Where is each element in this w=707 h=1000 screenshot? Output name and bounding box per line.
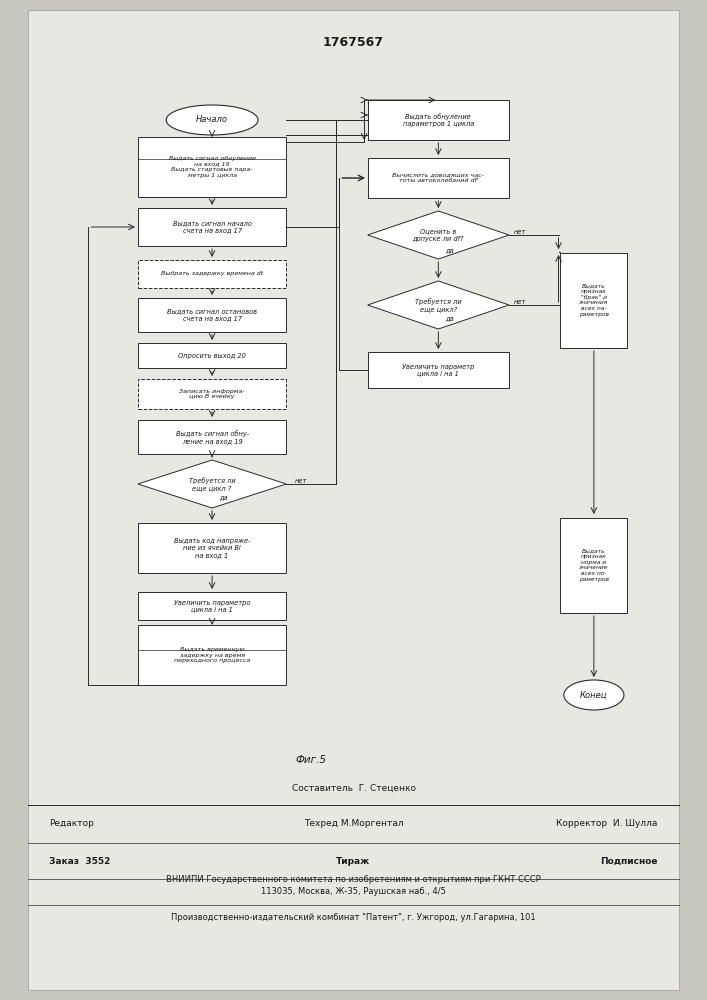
FancyBboxPatch shape bbox=[138, 137, 286, 197]
FancyBboxPatch shape bbox=[368, 100, 509, 140]
Text: да: да bbox=[219, 494, 228, 500]
Text: Фиг.5: Фиг.5 bbox=[296, 755, 327, 765]
FancyBboxPatch shape bbox=[138, 523, 286, 573]
FancyBboxPatch shape bbox=[368, 158, 509, 198]
Polygon shape bbox=[368, 281, 509, 329]
Text: да: да bbox=[445, 247, 454, 253]
Polygon shape bbox=[138, 460, 286, 508]
Text: Выдать обнуление
параметров 1 цикла: Выдать обнуление параметров 1 цикла bbox=[403, 113, 474, 127]
Text: Выдать временную
задержку на время
переходного процесса: Выдать временную задержку на время перех… bbox=[174, 647, 250, 663]
Text: Выдать
признак
"брак" и
значения
всех па-
раметров: Выдать признак "брак" и значения всех па… bbox=[579, 283, 609, 317]
FancyBboxPatch shape bbox=[368, 352, 509, 387]
Ellipse shape bbox=[564, 680, 624, 710]
Text: Записать информа-
цию В ячейку: Записать информа- цию В ячейку bbox=[180, 389, 245, 399]
Text: Опросить выход 20: Опросить выход 20 bbox=[178, 353, 246, 359]
Text: Производственно-издательский комбинат "Патент", г. Ужгород, ул.Гагарина, 101: Производственно-издательский комбинат "П… bbox=[171, 914, 536, 922]
Text: Требуется ли
еще цикл?: Требуется ли еще цикл? bbox=[415, 298, 462, 312]
Text: нет: нет bbox=[295, 478, 308, 484]
Text: Редактор: Редактор bbox=[49, 820, 94, 828]
Text: Выдать код напряже-
ние из ячейки Вi
на вход 1: Выдать код напряже- ние из ячейки Вi на … bbox=[174, 538, 250, 558]
Ellipse shape bbox=[166, 105, 258, 135]
Text: Вычислить доводящих час-
тоты автоколебаний dfᴵ: Вычислить доводящих час- тоты автоколеба… bbox=[392, 173, 484, 183]
Text: Выдать сигнал обнуление
на вход 19
Выдать стартовые пара-
метры 1 цикла: Выдать сигнал обнуление на вход 19 Выдат… bbox=[168, 156, 256, 178]
Text: Конец: Конец bbox=[580, 690, 607, 700]
Text: 113035, Москва, Ж-35, Раушская наб., 4/5: 113035, Москва, Ж-35, Раушская наб., 4/5 bbox=[261, 888, 446, 896]
Text: Требуется ли
еще цикл ?: Требуется ли еще цикл ? bbox=[189, 477, 235, 491]
Text: Выбрать задержку времена dt: Выбрать задержку времена dt bbox=[161, 271, 263, 276]
Text: Оценить в
допуске ли df?: Оценить в допуске ли df? bbox=[413, 229, 464, 241]
FancyBboxPatch shape bbox=[28, 10, 679, 990]
FancyBboxPatch shape bbox=[138, 625, 286, 685]
FancyBboxPatch shape bbox=[138, 379, 286, 409]
Text: Корректор  И. Шулла: Корректор И. Шулла bbox=[556, 820, 658, 828]
FancyBboxPatch shape bbox=[138, 260, 286, 288]
FancyBboxPatch shape bbox=[138, 208, 286, 246]
Text: нет: нет bbox=[514, 299, 527, 305]
Text: 1767567: 1767567 bbox=[323, 35, 384, 48]
Text: Тираж: Тираж bbox=[337, 856, 370, 865]
Text: Выдать сигнал обну-
ление на вход 19: Выдать сигнал обну- ление на вход 19 bbox=[175, 430, 249, 444]
Text: нет: нет bbox=[514, 229, 527, 235]
Text: Составитель  Г. Стеценко: Составитель Г. Стеценко bbox=[291, 784, 416, 792]
Text: Выдать сигнал начало
счета на вход 17: Выдать сигнал начало счета на вход 17 bbox=[173, 221, 252, 233]
Polygon shape bbox=[368, 211, 509, 259]
Text: Техред М.Моргентал: Техред М.Моргентал bbox=[304, 820, 403, 828]
FancyBboxPatch shape bbox=[561, 253, 628, 348]
FancyBboxPatch shape bbox=[138, 298, 286, 332]
Text: Заказ  3552: Заказ 3552 bbox=[49, 856, 111, 865]
Text: Подписное: Подписное bbox=[600, 856, 658, 865]
Text: Начало: Начало bbox=[196, 115, 228, 124]
Text: Увеличить параметр
цикла i на 1: Увеличить параметр цикла i на 1 bbox=[402, 363, 474, 376]
Text: Выдать
признак
норма и
значение
всех по-
раметров: Выдать признак норма и значение всех по-… bbox=[579, 548, 609, 582]
FancyBboxPatch shape bbox=[138, 420, 286, 454]
Text: Выдать сигнал остановов
счета на вход 17: Выдать сигнал остановов счета на вход 17 bbox=[167, 308, 257, 322]
Text: Увеличить параметро
цикла i на 1: Увеличить параметро цикла i на 1 bbox=[174, 599, 250, 612]
FancyBboxPatch shape bbox=[561, 518, 628, 612]
FancyBboxPatch shape bbox=[138, 592, 286, 620]
FancyBboxPatch shape bbox=[138, 343, 286, 368]
Text: да: да bbox=[445, 315, 454, 321]
Text: ВНИИПИ Государственного комитета по изобретениям и открытиям при ГКНТ СССР: ВНИИПИ Государственного комитета по изоб… bbox=[166, 876, 541, 884]
